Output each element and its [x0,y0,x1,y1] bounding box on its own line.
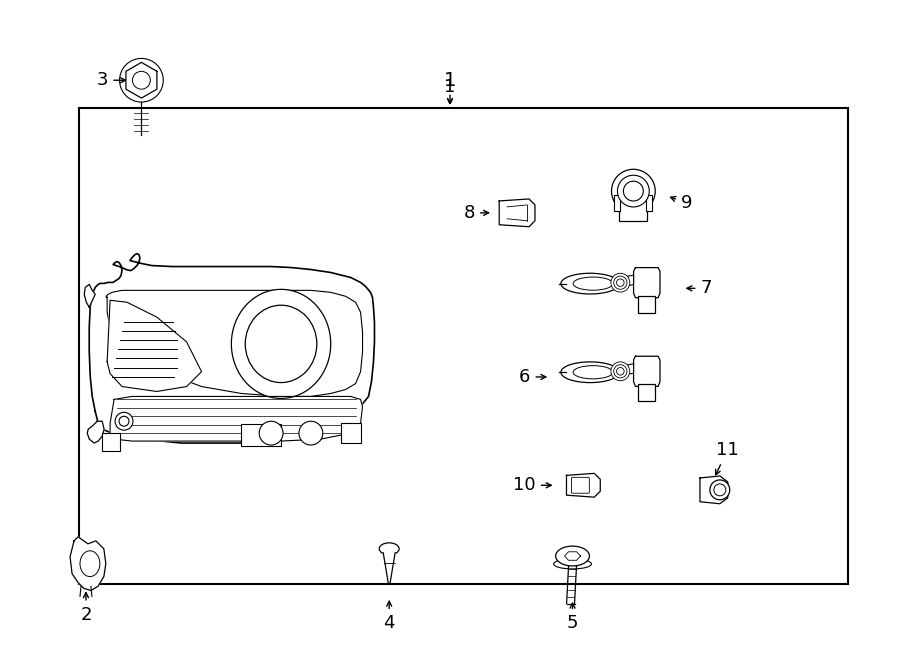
Circle shape [624,181,644,201]
Polygon shape [110,397,363,441]
Circle shape [616,367,624,375]
Polygon shape [85,285,95,307]
Bar [619,189,647,221]
Polygon shape [106,291,363,397]
Polygon shape [107,301,202,391]
Ellipse shape [379,543,399,555]
Bar [103,433,120,451]
Circle shape [299,421,323,445]
Ellipse shape [573,277,613,290]
Ellipse shape [555,546,590,566]
Circle shape [611,362,630,381]
Text: 2: 2 [80,592,92,624]
Text: 4: 4 [383,601,395,632]
Circle shape [119,416,129,426]
Polygon shape [500,199,535,226]
Ellipse shape [231,289,330,399]
Ellipse shape [561,362,619,383]
Text: 3: 3 [97,71,125,89]
Bar [615,195,620,211]
Bar [341,423,361,443]
FancyBboxPatch shape [572,477,590,493]
Polygon shape [700,476,728,504]
Bar [638,296,655,313]
Circle shape [611,273,630,292]
Circle shape [710,480,730,500]
Circle shape [120,58,163,102]
Circle shape [614,365,627,378]
Ellipse shape [554,559,591,569]
Text: 10: 10 [513,476,551,495]
Polygon shape [89,254,374,443]
Circle shape [714,484,725,496]
Text: 6: 6 [519,368,545,386]
Circle shape [614,276,627,289]
Circle shape [259,421,283,445]
Polygon shape [614,363,634,377]
Polygon shape [566,473,600,497]
Polygon shape [614,275,634,289]
Polygon shape [70,537,106,591]
Bar [241,424,281,446]
Polygon shape [383,553,395,583]
Circle shape [611,169,655,213]
Polygon shape [87,421,104,443]
Text: 1: 1 [445,78,455,103]
Circle shape [617,175,649,207]
Polygon shape [634,356,660,387]
Circle shape [132,71,150,89]
Ellipse shape [561,273,619,294]
Bar [646,195,652,211]
Ellipse shape [246,305,317,383]
Text: 11: 11 [716,442,739,475]
Circle shape [616,279,624,287]
Polygon shape [126,62,157,98]
Ellipse shape [573,365,613,379]
Bar [79,108,848,584]
Text: 8: 8 [464,204,489,222]
Text: 1: 1 [444,71,456,103]
Circle shape [115,412,133,430]
Ellipse shape [80,551,100,577]
Text: 9: 9 [670,194,692,212]
Text: 5: 5 [567,603,579,632]
Polygon shape [634,267,660,298]
Bar [638,385,655,401]
Text: 7: 7 [687,279,712,297]
